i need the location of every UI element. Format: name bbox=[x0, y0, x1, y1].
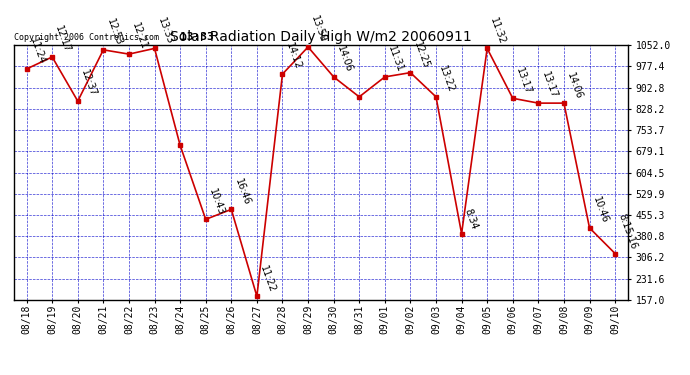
Text: 11:31: 11:31 bbox=[386, 45, 405, 74]
Text: 13:33: 13:33 bbox=[179, 33, 213, 42]
Text: 12:53: 12:53 bbox=[105, 17, 124, 47]
Text: 8:34: 8:34 bbox=[463, 207, 480, 231]
Text: 10:46: 10:46 bbox=[591, 196, 610, 225]
Text: 14:12: 14:12 bbox=[284, 42, 303, 71]
Text: 14:06: 14:06 bbox=[565, 71, 584, 100]
Text: 13:33: 13:33 bbox=[156, 16, 175, 46]
Text: 16:46: 16:46 bbox=[233, 177, 252, 207]
Text: 13:22: 13:22 bbox=[437, 64, 456, 94]
Text: 11:22: 11:22 bbox=[258, 264, 277, 294]
Text: 13:17: 13:17 bbox=[540, 71, 559, 100]
Text: 12:17: 12:17 bbox=[54, 24, 72, 54]
Text: 12:37: 12:37 bbox=[79, 69, 98, 98]
Text: 14:06: 14:06 bbox=[335, 45, 354, 74]
Title: Solar Radiation Daily High W/m2 20060911: Solar Radiation Daily High W/m2 20060911 bbox=[170, 30, 472, 44]
Text: 11:32: 11:32 bbox=[489, 16, 507, 46]
Text: Copyright 2006 Contronics.com: Copyright 2006 Contronics.com bbox=[14, 33, 159, 42]
Text: 8:15:16: 8:15:16 bbox=[616, 212, 639, 251]
Text: 11:24: 11:24 bbox=[28, 36, 47, 66]
Text: 13:17: 13:17 bbox=[514, 66, 533, 96]
Text: 13:59: 13:59 bbox=[309, 15, 328, 44]
Text: 12:25: 12:25 bbox=[412, 40, 431, 70]
Text: 12:21: 12:21 bbox=[130, 22, 149, 51]
Text: 10:43: 10:43 bbox=[207, 187, 226, 217]
